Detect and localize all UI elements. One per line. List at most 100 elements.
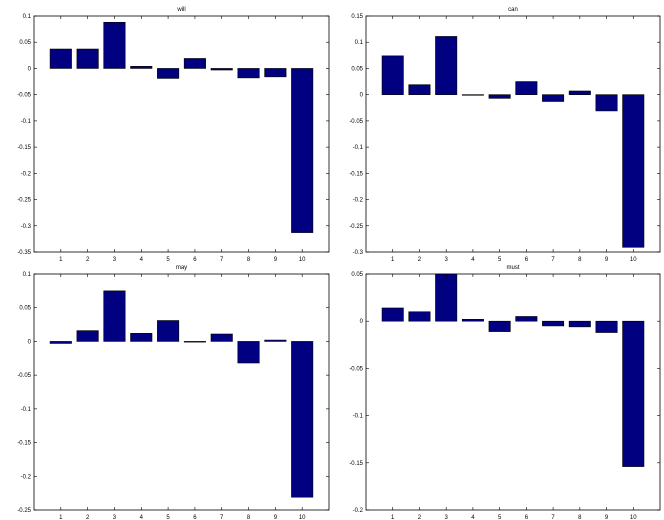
bar-5 bbox=[157, 320, 180, 342]
plot-area bbox=[33, 273, 330, 511]
x-tick-label: 8 bbox=[578, 515, 582, 520]
y-tick-label: 0.15 bbox=[351, 14, 363, 20]
x-tick-label: 1 bbox=[59, 257, 63, 263]
bar-1 bbox=[49, 341, 72, 344]
bar-6 bbox=[515, 81, 538, 95]
y-tick-label: -0.1 bbox=[353, 414, 364, 420]
x-tick-label: 1 bbox=[391, 257, 395, 263]
y-tick-label: -0.3 bbox=[21, 224, 32, 230]
bar-9 bbox=[595, 320, 618, 333]
x-tick-label: 10 bbox=[630, 515, 637, 520]
x-tick-label: 7 bbox=[220, 515, 224, 520]
chart-title: must bbox=[506, 265, 519, 271]
y-tick-label: 0 bbox=[360, 319, 364, 325]
y-tick-label: 0 bbox=[28, 66, 32, 72]
x-tick-label: 2 bbox=[418, 515, 422, 520]
x-tick-label: 7 bbox=[551, 515, 555, 520]
y-tick-label: -0.1 bbox=[353, 145, 364, 151]
bar-3 bbox=[103, 290, 126, 342]
y-tick-label: -0.05 bbox=[349, 366, 363, 372]
x-tick-label: 9 bbox=[605, 257, 609, 263]
bar-4 bbox=[461, 319, 484, 322]
bar-3 bbox=[435, 36, 458, 95]
x-tick-label: 9 bbox=[274, 257, 278, 263]
x-tick-label: 10 bbox=[299, 257, 306, 263]
bar-5 bbox=[488, 94, 511, 99]
chart-panel-can: can 0.15 0.1 0.05 0 -0.05 -0.1 -0.15 -0.2 -0.25 -0… bbox=[349, 7, 661, 263]
x-tick-label: 4 bbox=[140, 257, 144, 263]
y-tick-label: -0.25 bbox=[349, 224, 363, 230]
bar-1 bbox=[381, 55, 404, 95]
x-tick-label: 6 bbox=[193, 257, 197, 263]
x-tick-label: 9 bbox=[274, 515, 278, 520]
y-tick-label: -0.05 bbox=[349, 119, 363, 125]
y-tick-label: -0.3 bbox=[353, 250, 364, 256]
y-tick-label: 0.05 bbox=[19, 306, 31, 312]
bar-9 bbox=[264, 68, 287, 78]
bar-1 bbox=[49, 48, 72, 69]
y-tick-label: -0.15 bbox=[17, 441, 31, 447]
bar-2 bbox=[76, 330, 99, 342]
chart-title: can bbox=[508, 7, 518, 13]
x-tick-label: 8 bbox=[247, 515, 251, 520]
x-tick-label: 9 bbox=[605, 515, 609, 520]
bar-10 bbox=[291, 341, 314, 498]
chart-panel-may: may 0.1 0.05 0 -0.05 -0.1 -0.15 -0.2 -0.25 1 2 3 4 5 6… bbox=[17, 265, 330, 520]
y-tick-label: -0.15 bbox=[17, 145, 31, 151]
y-tick-label: -0.2 bbox=[353, 198, 364, 204]
x-tick-label: 3 bbox=[113, 257, 117, 263]
x-tick-label: 2 bbox=[418, 257, 422, 263]
x-tick-label: 10 bbox=[630, 257, 637, 263]
x-tick-label: 6 bbox=[525, 515, 529, 520]
bar-5 bbox=[157, 68, 180, 79]
bar-3 bbox=[435, 273, 458, 322]
y-tick-label: -0.05 bbox=[17, 93, 31, 99]
y-tick-label: -0.2 bbox=[21, 171, 32, 177]
x-tick-label: 1 bbox=[59, 515, 63, 520]
y-tick-label: -0.2 bbox=[353, 508, 364, 514]
bar-2 bbox=[76, 48, 99, 69]
bar-7 bbox=[210, 333, 233, 342]
y-tick-label: 0.05 bbox=[351, 272, 363, 278]
y-tick-label: -0.1 bbox=[21, 407, 32, 413]
x-tick-label: 3 bbox=[113, 515, 117, 520]
x-tick-label: 10 bbox=[299, 515, 306, 520]
y-tick-label: -0.15 bbox=[349, 461, 363, 467]
y-tick-label: -0.15 bbox=[349, 171, 363, 177]
y-tick-label: 0 bbox=[360, 93, 364, 99]
bar-8 bbox=[237, 68, 260, 79]
y-tick-label: -0.35 bbox=[17, 250, 31, 256]
bar-4 bbox=[130, 333, 153, 342]
y-tick-label: -0.2 bbox=[21, 474, 32, 480]
bar-4 bbox=[130, 66, 153, 69]
x-tick-label: 2 bbox=[86, 257, 90, 263]
x-tick-label: 6 bbox=[525, 257, 529, 263]
bar-6 bbox=[183, 341, 206, 343]
y-tick-label: 0.05 bbox=[351, 66, 363, 72]
bar-8 bbox=[568, 90, 591, 95]
chart-title: will bbox=[176, 7, 185, 13]
y-tick-label: 0 bbox=[28, 339, 32, 345]
y-tick-label: -0.05 bbox=[17, 373, 31, 379]
chart-panel-must: must 0.05 0 -0.05 -0.1 -0.15 -0.2 1 2 3 4 5 6 7 8 9 10 bbox=[349, 265, 661, 520]
y-tick-label: -0.25 bbox=[17, 198, 31, 204]
bar-4 bbox=[461, 94, 484, 96]
bar-9 bbox=[595, 94, 618, 112]
x-tick-label: 7 bbox=[220, 257, 224, 263]
y-tick-label: -0.25 bbox=[17, 508, 31, 514]
bar-5 bbox=[488, 320, 511, 332]
x-tick-label: 4 bbox=[140, 515, 144, 520]
bar-6 bbox=[515, 316, 538, 322]
x-tick-label: 1 bbox=[391, 515, 395, 520]
bar-8 bbox=[568, 320, 591, 328]
y-tick-label: -0.1 bbox=[21, 119, 32, 125]
y-tick-label: 0.05 bbox=[19, 40, 31, 46]
x-tick-label: 6 bbox=[193, 515, 197, 520]
x-tick-label: 7 bbox=[551, 257, 555, 263]
x-tick-label: 3 bbox=[445, 515, 449, 520]
x-tick-label: 3 bbox=[445, 257, 449, 263]
bar-9 bbox=[264, 339, 287, 342]
x-tick-label: 4 bbox=[471, 257, 475, 263]
plot-area bbox=[365, 15, 661, 253]
bar-7 bbox=[542, 320, 565, 327]
